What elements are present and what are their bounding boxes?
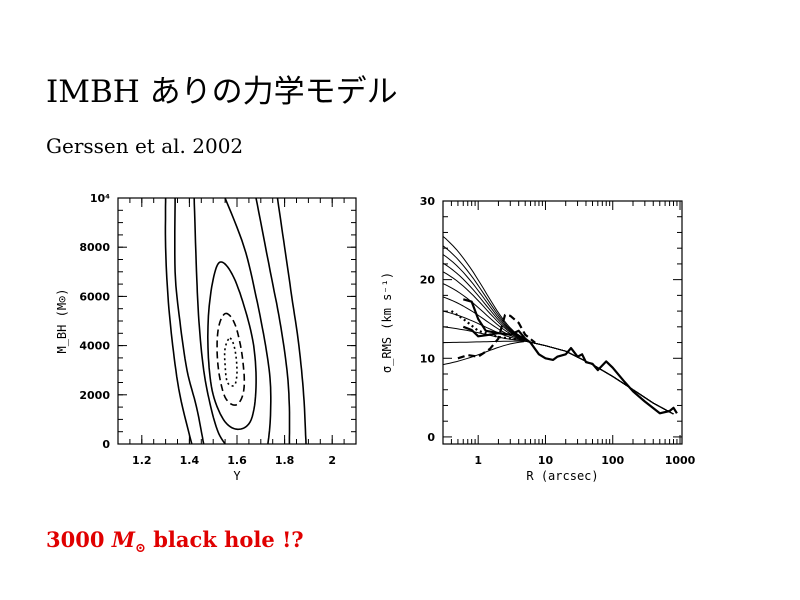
contour-lines (164, 198, 307, 444)
contour-dotted (223, 337, 238, 387)
y-tick-label: 10⁴ (90, 192, 110, 205)
model-curve (443, 340, 674, 415)
y-tick-label: 20 (420, 274, 436, 287)
contour-solid (207, 261, 257, 431)
plot-frame (442, 200, 683, 445)
contour-solid (174, 198, 205, 444)
note-mass: M (111, 527, 136, 552)
contour-solid (164, 198, 193, 444)
dispersion-plot: 1 10 100 1000 0 10 20 30 R (arcsec) σ_RMS (km s⁻¹… (380, 195, 696, 483)
x-tick-label: 100 (601, 454, 624, 467)
data-series-solid (462, 298, 678, 415)
model-curve (443, 310, 674, 415)
y-tick-label: 0 (427, 431, 435, 444)
y-tick-label: 4000 (79, 340, 110, 353)
y-axis-label: M_BH (M⊙) (55, 288, 69, 353)
slide-title: IMBH ありの力学モデル (46, 74, 398, 110)
note-sun: ⊙ (135, 541, 146, 557)
contour-plot: 1.2 1.4 1.6 1.8 2 0 2000 4000 6000 8000 10⁴ Υ M_BH (… (55, 192, 357, 483)
data-series-solid (462, 325, 499, 338)
x-tick-label: 10 (538, 454, 554, 467)
note-prefix: 3000 (46, 527, 112, 552)
x-tick-label: 1.4 (180, 454, 200, 467)
y-tick-label: 10 (420, 352, 436, 365)
note-suffix: black hole !? (145, 527, 304, 552)
x-tick-label: 1.8 (275, 454, 295, 467)
y-tick-label: 8000 (79, 241, 110, 254)
x-axis-label: Υ (233, 469, 241, 483)
contour-dashed (216, 312, 246, 406)
plot-frame (117, 197, 357, 445)
model-curve (443, 271, 674, 415)
curves (443, 236, 678, 415)
model-curve (443, 262, 674, 415)
model-curve (443, 340, 674, 415)
x-tick-label: 1 (474, 454, 482, 467)
x-tick-label: 1000 (665, 454, 696, 467)
contour-solid (276, 198, 307, 444)
x-tick-label: 1.2 (132, 454, 152, 467)
x-tick-label: 2 (328, 454, 336, 467)
contour-solid (224, 198, 272, 444)
model-curve (443, 326, 674, 415)
y-tick-label: 2000 (79, 389, 110, 402)
x-tick-label: 1.6 (227, 454, 247, 467)
contour-solid (193, 198, 226, 444)
y-tick-label: 6000 (79, 290, 110, 303)
y-tick-label: 0 (102, 438, 110, 451)
contour-solid (255, 198, 291, 444)
slide-note: 3000 M⊙ black hole !? (46, 527, 304, 556)
y-tick-label: 30 (420, 195, 436, 208)
model-curve (443, 236, 674, 415)
slide-subtitle: Gerssen et al. 2002 (46, 134, 244, 158)
x-axis-label: R (arcsec) (526, 469, 598, 483)
data-series-dotted (450, 310, 526, 342)
model-curve (443, 245, 674, 415)
data-series-dashed (457, 313, 536, 360)
y-axis-label: σ_RMS (km s⁻¹) (380, 272, 394, 373)
